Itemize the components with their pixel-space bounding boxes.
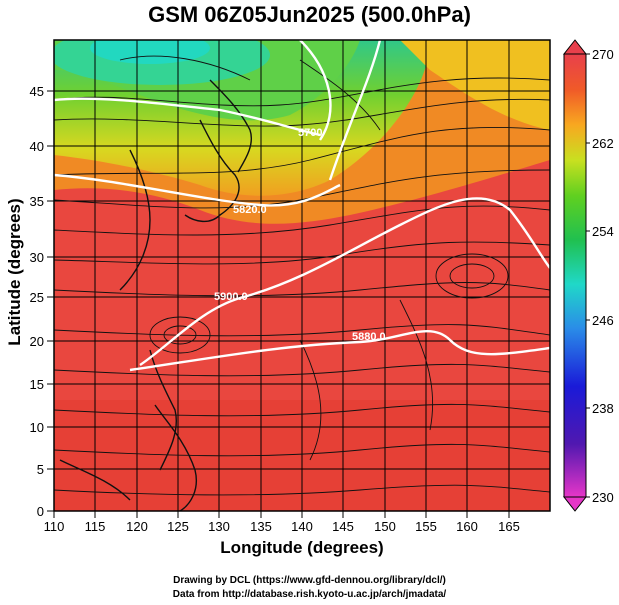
x-tick-label: 140 bbox=[291, 519, 313, 534]
colorbar-label: 270 bbox=[592, 47, 614, 62]
colorbar-max-arrow bbox=[562, 39, 588, 55]
x-tick-label: 110 bbox=[44, 519, 65, 534]
contour-labels: 5900.0 5880.0 5820.0 5700 bbox=[214, 127, 386, 343]
graticule bbox=[54, 40, 550, 511]
x-tick-label: 115 bbox=[85, 519, 106, 534]
credit-data: Data from http://database.rish.kyoto-u.a… bbox=[172, 589, 447, 600]
x-tick-label: 150 bbox=[374, 519, 396, 534]
colorbar: 270 262 254 246 238 230 bbox=[562, 39, 614, 512]
height-contours bbox=[54, 40, 550, 372]
x-tick-label: 125 bbox=[167, 519, 189, 534]
colorbar-label: 238 bbox=[592, 401, 614, 416]
y-tick-label: 45 bbox=[30, 84, 44, 99]
colorbar-label: 230 bbox=[592, 490, 614, 505]
colorbar-label: 254 bbox=[592, 224, 614, 239]
x-tick-label: 165 bbox=[498, 519, 520, 534]
y-tick-label: 35 bbox=[30, 194, 44, 209]
colorbar-min-arrow bbox=[562, 496, 588, 512]
x-tick-label: 130 bbox=[208, 519, 230, 534]
y-tick-label: 10 bbox=[30, 420, 44, 435]
coastlines bbox=[59, 79, 252, 511]
streamlines bbox=[54, 55, 550, 496]
contour-label: 5880.0 bbox=[352, 331, 386, 343]
y-tick-label: 0 bbox=[37, 504, 44, 519]
y-tick-label: 40 bbox=[30, 139, 44, 154]
y-tick-labels: 0 5 10 15 20 25 30 35 40 45 bbox=[30, 84, 44, 519]
x-axis-label: Longitude (degrees) bbox=[220, 538, 384, 557]
y-tick-label: 15 bbox=[30, 377, 44, 392]
x-tick-label: 135 bbox=[250, 519, 272, 534]
contour-label: 5900.0 bbox=[214, 291, 248, 303]
colorbar-label: 246 bbox=[592, 313, 614, 328]
x-tick-labels: 110 115 120 125 130 135 140 145 150 155 … bbox=[44, 519, 520, 534]
colorbar-label: 262 bbox=[592, 136, 614, 151]
contour-label: 5700 bbox=[298, 127, 322, 139]
y-tick-label: 5 bbox=[37, 462, 44, 477]
credit-drawing: Drawing by DCL (https://www.gfd-dennou.o… bbox=[173, 575, 446, 586]
y-tick-label: 20 bbox=[30, 334, 44, 349]
y-tick-label: 25 bbox=[30, 290, 44, 305]
contour-label: 5820.0 bbox=[233, 204, 267, 216]
x-tick-label: 120 bbox=[126, 519, 148, 534]
y-axis-label: Latitude (degrees) bbox=[5, 198, 24, 346]
x-tick-label: 155 bbox=[415, 519, 437, 534]
colorbar-gradient bbox=[563, 53, 587, 498]
x-tick-label: 160 bbox=[456, 519, 478, 534]
y-tick-label: 30 bbox=[30, 250, 44, 265]
x-tick-label: 145 bbox=[332, 519, 354, 534]
axis-ticks bbox=[47, 90, 510, 518]
chart-title: GSM 06Z05Jun2025 (500.0hPa) bbox=[148, 2, 471, 27]
